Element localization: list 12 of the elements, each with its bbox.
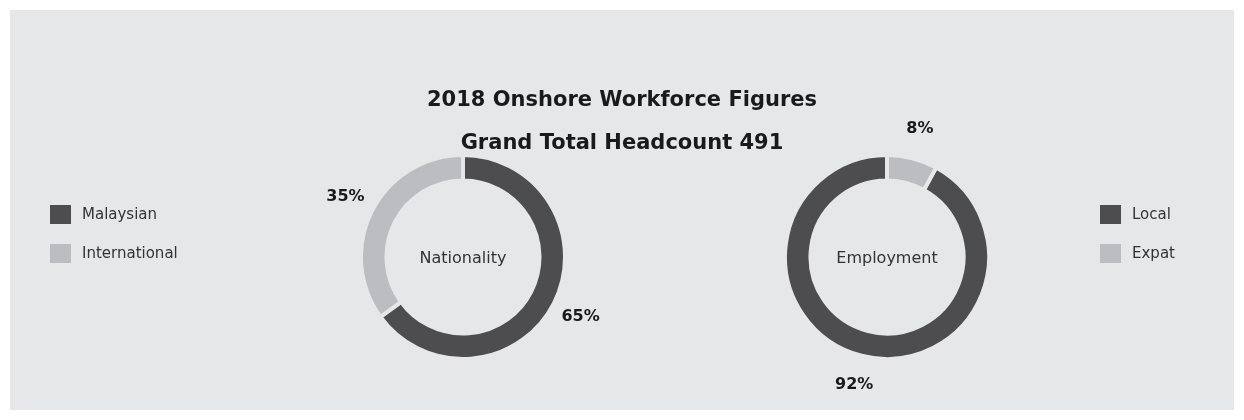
legend-label: Expat bbox=[1132, 244, 1175, 262]
data-label: 35% bbox=[326, 186, 365, 206]
text: Employment bbox=[836, 247, 938, 267]
data-label: 92% bbox=[835, 374, 874, 394]
chart-subtitle: Grand Total Headcount 491 bbox=[460, 130, 784, 154]
data-label: 65% bbox=[561, 306, 600, 326]
data-label: 8% bbox=[906, 118, 934, 138]
legend-label: International bbox=[82, 244, 178, 262]
chart-title: 2018 Onshore Workforce Figures bbox=[425, 87, 819, 111]
text: Nationality bbox=[419, 247, 507, 267]
legend-label: Local bbox=[1132, 205, 1171, 223]
legend-label: Malaysian bbox=[82, 205, 158, 223]
